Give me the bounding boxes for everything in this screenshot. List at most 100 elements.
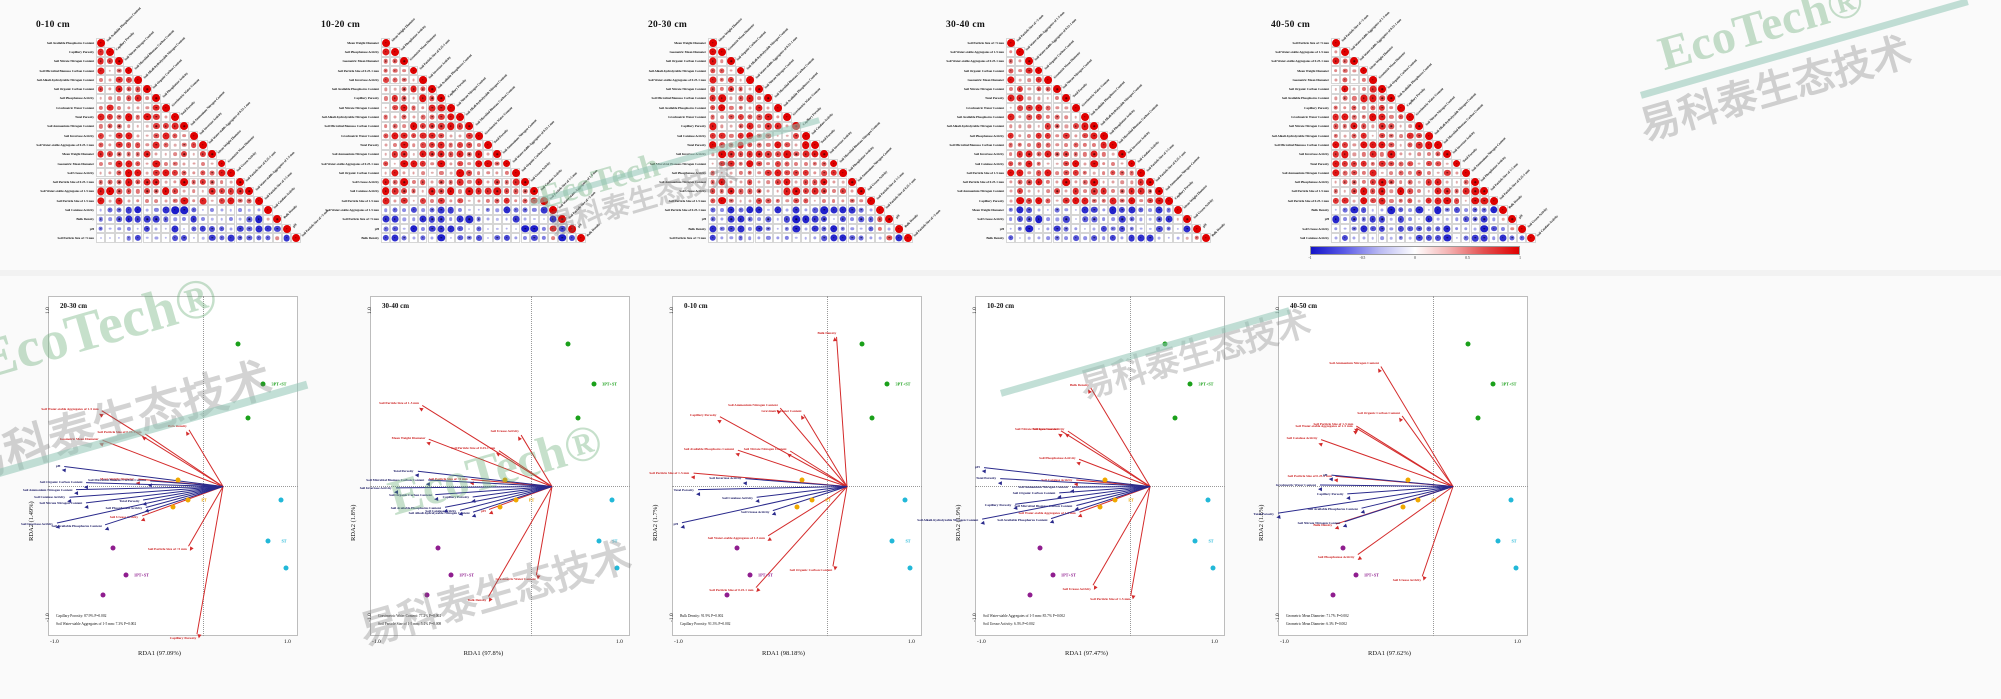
correlation-dot — [126, 106, 131, 110]
rda-sample-point — [724, 592, 730, 598]
correlation-dot-core — [165, 107, 167, 109]
correlation-row-label: Mean Weight Diameter — [62, 152, 94, 157]
rda-vector-arrowhead — [84, 504, 89, 510]
correlation-dot-core — [137, 97, 139, 100]
rda-y-tick-max: 1.0 — [972, 307, 978, 314]
correlation-row-label: pH — [1324, 217, 1329, 222]
correlation-dot-core — [220, 172, 223, 174]
correlation-row-label: Soil Invertase Activity — [1299, 152, 1329, 157]
correlation-dot — [99, 171, 103, 175]
rda-y-tick-max: 1.0 — [669, 307, 675, 314]
rda-vector-label: Soil Organic Carbon Content — [39, 480, 83, 485]
rda-plot-frame-5 — [1278, 296, 1528, 636]
correlation-dot — [1343, 134, 1347, 138]
correlation-dot — [108, 96, 112, 101]
correlation-dot — [1343, 190, 1347, 193]
legend-tick-label: -1 — [1308, 255, 1312, 260]
correlation-dot-core — [211, 172, 213, 174]
rda-sample-point — [1513, 565, 1518, 571]
correlation-dot-core — [109, 107, 111, 109]
correlation-dot-core — [155, 144, 158, 146]
rda-vector-label: Bulk Density — [1070, 382, 1089, 387]
rda-vector-label: Soil Nitrate Nitrogen Content — [1297, 521, 1341, 525]
correlation-dot — [98, 77, 103, 82]
rda-vector-label: Soil Invertase Activity — [20, 521, 53, 526]
rda-group-label: 1PT+ST — [758, 572, 773, 578]
rda-vector-arrowhead — [680, 524, 685, 530]
rda-sample-point — [799, 477, 805, 483]
rda-x-tick-min: -1.0 — [50, 639, 59, 645]
rda-vector-label: Soil Ammonium Nitrogen Content — [22, 487, 73, 492]
rda-vector-label: Soil Urease Activity — [741, 509, 770, 514]
correlation-dot — [163, 161, 168, 166]
correlation-dot-core — [174, 125, 176, 128]
rda-group-label: ST — [1511, 538, 1517, 544]
rda-vector-label: Soil Invertase Activity — [359, 485, 392, 490]
correlation-dot-core — [99, 60, 102, 62]
rda-x-axis-label: RDA1 (97.8%) — [463, 650, 504, 657]
correlation-dot-core — [118, 153, 120, 155]
correlation-dot — [1445, 218, 1449, 221]
rda-vertical-zero-line — [531, 296, 533, 636]
rda-sample-point — [1495, 538, 1501, 544]
correlation-dot-core — [127, 181, 130, 183]
correlation-dot — [136, 106, 140, 110]
rda-vector-label: Bulk Density — [817, 330, 837, 335]
rda-vertical-zero-line — [1433, 296, 1434, 636]
correlation-dot — [1333, 68, 1338, 73]
correlation-dot — [154, 152, 158, 156]
rda-stats-line: Capillary Porosity: 91.3% P=0.002 — [680, 622, 731, 626]
correlation-dot-core — [155, 181, 158, 183]
correlation-dot — [1408, 124, 1412, 129]
correlation-dot-core — [99, 134, 102, 137]
correlation-row-label: Total Porosity — [75, 115, 94, 120]
correlation-dot-core — [99, 144, 102, 146]
correlation-dot — [1371, 208, 1375, 212]
rda-group-label: ST — [905, 538, 911, 544]
rda-vector-label: Total Porosity — [119, 498, 140, 503]
correlation-dot — [108, 171, 112, 175]
rda-vector-label: Soil Alkali-hydrolyzable Nitrogen Conten… — [917, 517, 979, 522]
correlation-row-label: Soil Water-stable Aggregates of 1-5 mm — [40, 189, 94, 194]
rda-vector-arrowhead — [433, 496, 439, 501]
rda-sample-point — [1405, 477, 1411, 483]
rda-group-label: 3PT+ST — [1501, 381, 1517, 387]
correlation-dot — [191, 171, 196, 175]
rda-vertical-zero-line — [1130, 296, 1131, 636]
correlation-dot-core — [118, 162, 120, 165]
correlation-row-label: Geometric Mean Diameter — [1292, 77, 1329, 82]
correlation-dot-core — [137, 181, 139, 183]
correlation-dot — [1408, 236, 1412, 240]
correlation-row-label: Soil Particle Size of 1-5 mm — [1291, 189, 1329, 194]
correlation-dot-core — [99, 88, 102, 90]
rda-x-tick-max: 1.0 — [284, 639, 291, 645]
rda-sample-point — [1415, 497, 1421, 503]
correlation-dot-core — [146, 116, 148, 118]
rda-sample-point — [448, 572, 454, 578]
correlation-dot-core — [202, 181, 204, 183]
legend-tick-label: 0 — [1414, 255, 1416, 260]
rda-sample-point — [907, 565, 912, 571]
correlation-dot-core — [155, 190, 158, 193]
rda-stats-line: Capillary Porosity: 87.9% P=0.002 — [56, 614, 107, 618]
rda-vector-label: Soil Particle Size of 1-5 mm — [1313, 422, 1354, 427]
rda-vector-label: Mean Weight Diameter — [391, 435, 426, 440]
rda-vector-label: Total Porosity — [1253, 511, 1274, 516]
correlation-dot-core — [127, 134, 130, 137]
rda-vector-arrowhead — [103, 526, 109, 532]
rda-sample-point — [1205, 497, 1210, 503]
rda-sample-point — [513, 497, 519, 503]
rda-vector-arrowhead — [84, 484, 89, 489]
rda-sample-point — [609, 497, 615, 503]
correlation-dot-core — [127, 69, 130, 72]
rda-sample-point — [1112, 497, 1118, 503]
correlation-dot — [1334, 236, 1338, 240]
rda-vector-arrowhead — [1275, 514, 1281, 520]
rda-vector-label: Soil Organic Carbon Content — [789, 568, 833, 573]
correlation-dot-core — [118, 60, 120, 62]
rda-vector-arrowhead — [393, 489, 398, 494]
rda-sample-point — [123, 572, 128, 578]
rda-sample-point — [884, 381, 890, 387]
correlation-row-label: Total Porosity — [1310, 161, 1329, 166]
